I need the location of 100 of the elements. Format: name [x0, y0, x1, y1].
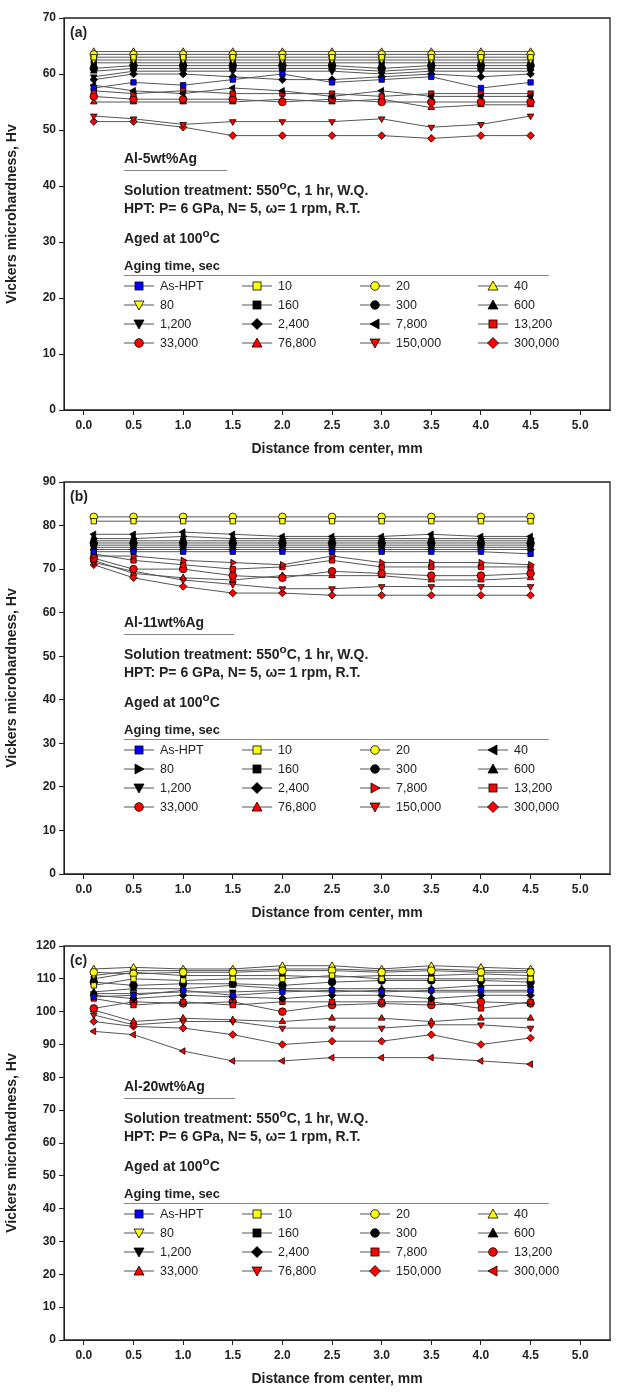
legend-label: 160 — [278, 1226, 299, 1240]
legend-label: 80 — [160, 298, 174, 312]
x-tick-label: 3.5 — [422, 417, 440, 432]
y-tick-label: 30 — [42, 735, 57, 750]
legend-label: 600 — [514, 1226, 535, 1240]
legend-label: 600 — [514, 762, 535, 776]
annotation: Al-11wt%Ag — [124, 614, 235, 635]
x-tick-label: 4.5 — [522, 881, 540, 896]
legend-label: 40 — [514, 279, 528, 293]
annotation: Al-20wt%Ag — [124, 1078, 235, 1099]
y-tick-label: 70 — [42, 10, 57, 25]
legend-label: 150,000 — [396, 1264, 442, 1278]
legend-label: 20 — [396, 743, 410, 757]
x-tick-label: 1.5 — [224, 1347, 242, 1362]
x-tick-label: 4.5 — [522, 417, 540, 432]
y-axis-title: Vickers microhardness, Hv — [3, 1053, 20, 1233]
x-axis-title: Distance from center, mm — [251, 904, 423, 921]
x-tick-label: 2.0 — [274, 881, 292, 896]
x-tick-label: 2.0 — [274, 417, 292, 432]
legend-label: 13,200 — [514, 317, 553, 331]
legend-label: 300,000 — [514, 800, 560, 814]
y-tick-label: 50 — [42, 1168, 57, 1183]
legend-label: 300 — [396, 762, 417, 776]
legend-label: 80 — [160, 762, 174, 776]
x-tick-label: 4.0 — [472, 1347, 490, 1362]
x-tick-label: 4.0 — [472, 417, 490, 432]
y-tick-label: 60 — [42, 604, 57, 619]
legend-title: Aging time, sec — [124, 722, 549, 740]
y-tick-label: 20 — [42, 290, 57, 305]
annotation: Al-5wt%Ag — [124, 150, 228, 171]
legend-label: 300 — [396, 1226, 417, 1240]
legend-label: 1,200 — [160, 781, 192, 795]
legend-label: 7,800 — [396, 1245, 428, 1259]
x-axis-title: Distance from center, mm — [251, 1370, 423, 1387]
legend-label: 33,000 — [160, 800, 199, 814]
y-axis-title: Vickers microhardness, Hv — [3, 124, 20, 304]
annotation: Solution treatment: 550$^{o}$C, 1 hr, W.Q. — [124, 642, 369, 662]
legend-label: 160 — [278, 298, 299, 312]
x-tick-label: 1.0 — [174, 1347, 192, 1362]
x-tick-label: 0.0 — [75, 1347, 93, 1362]
annotation: Aged at 100$^{o}$C — [124, 226, 220, 246]
x-tick-label: 4.0 — [472, 881, 490, 896]
legend-label: 76,800 — [278, 800, 317, 814]
x-tick-label: 3.0 — [373, 881, 391, 896]
y-tick-label: 70 — [42, 561, 57, 576]
legend-label: 160 — [278, 762, 299, 776]
x-tick-label: 0.0 — [75, 881, 93, 896]
legend-label: 150,000 — [396, 800, 442, 814]
x-tick-label: 2.5 — [323, 417, 341, 432]
legend-title: Aging time, sec — [124, 258, 549, 276]
legend-label: 10 — [278, 279, 292, 293]
legend-label: 300,000 — [514, 1264, 560, 1278]
x-tick-label: 0.5 — [125, 881, 143, 896]
y-tick-label: 10 — [42, 822, 57, 837]
legend-label: 40 — [514, 743, 528, 757]
legend-label: 33,000 — [160, 336, 199, 350]
x-tick-label: 1.5 — [224, 417, 242, 432]
x-tick-label: 2.5 — [323, 881, 341, 896]
legend-label: 1,200 — [160, 1245, 192, 1259]
x-tick-label: 3.5 — [422, 1347, 440, 1362]
legend-label: 7,800 — [396, 317, 428, 331]
x-tick-label: 5.0 — [571, 417, 589, 432]
y-tick-label: 60 — [42, 66, 57, 81]
y-tick-label: 40 — [42, 178, 57, 193]
x-tick-label: 0.5 — [125, 1347, 143, 1362]
y-tick-label: 60 — [42, 1135, 57, 1150]
y-tick-label: 0 — [49, 1332, 57, 1347]
legend-label: 33,000 — [160, 1264, 199, 1278]
annotation: Solution treatment: 550$^{o}$C, 1 hr, W.Q. — [124, 178, 369, 198]
y-tick-label: 120 — [35, 938, 57, 953]
legend-label: 300 — [396, 298, 417, 312]
legend-label: 7,800 — [396, 781, 428, 795]
legend-label: 10 — [278, 1207, 292, 1221]
y-tick-label: 50 — [42, 648, 57, 663]
x-tick-label: 1.0 — [174, 417, 192, 432]
y-tick-label: 20 — [42, 1266, 57, 1281]
annotation: Solution treatment: 550$^{o}$C, 1 hr, W.Q. — [124, 1106, 369, 1126]
y-axis-title: Vickers microhardness, Hv — [3, 588, 20, 768]
x-tick-label: 5.0 — [571, 881, 589, 896]
x-axis-title: Distance from center, mm — [251, 440, 423, 457]
y-tick-label: 70 — [42, 1102, 57, 1117]
legend-label: 1,200 — [160, 317, 192, 331]
x-tick-label: 1.0 — [174, 881, 192, 896]
legend-label: 76,800 — [278, 1264, 317, 1278]
x-tick-label: 5.0 — [571, 1347, 589, 1362]
y-tick-label: 40 — [42, 1200, 57, 1215]
legend-label: 76,800 — [278, 336, 317, 350]
legend-label: 2,400 — [278, 1245, 310, 1259]
y-tick-label: 10 — [42, 1299, 57, 1314]
x-tick-label: 2.5 — [323, 1347, 341, 1362]
annotation: HPT: P= 6 GPa, N= 5, ω= 1 rpm, R.T. — [124, 664, 361, 680]
y-tick-label: 110 — [36, 971, 57, 986]
y-tick-label: 0 — [49, 402, 57, 417]
legend-label: 300,000 — [514, 336, 560, 350]
legend-label: 13,200 — [514, 1245, 553, 1259]
legend-label: 40 — [514, 1207, 528, 1221]
legend-label: 20 — [396, 1207, 410, 1221]
y-tick-label: 0 — [49, 866, 57, 881]
x-tick-label: 1.5 — [224, 881, 242, 896]
legend-label: 150,000 — [396, 336, 442, 350]
